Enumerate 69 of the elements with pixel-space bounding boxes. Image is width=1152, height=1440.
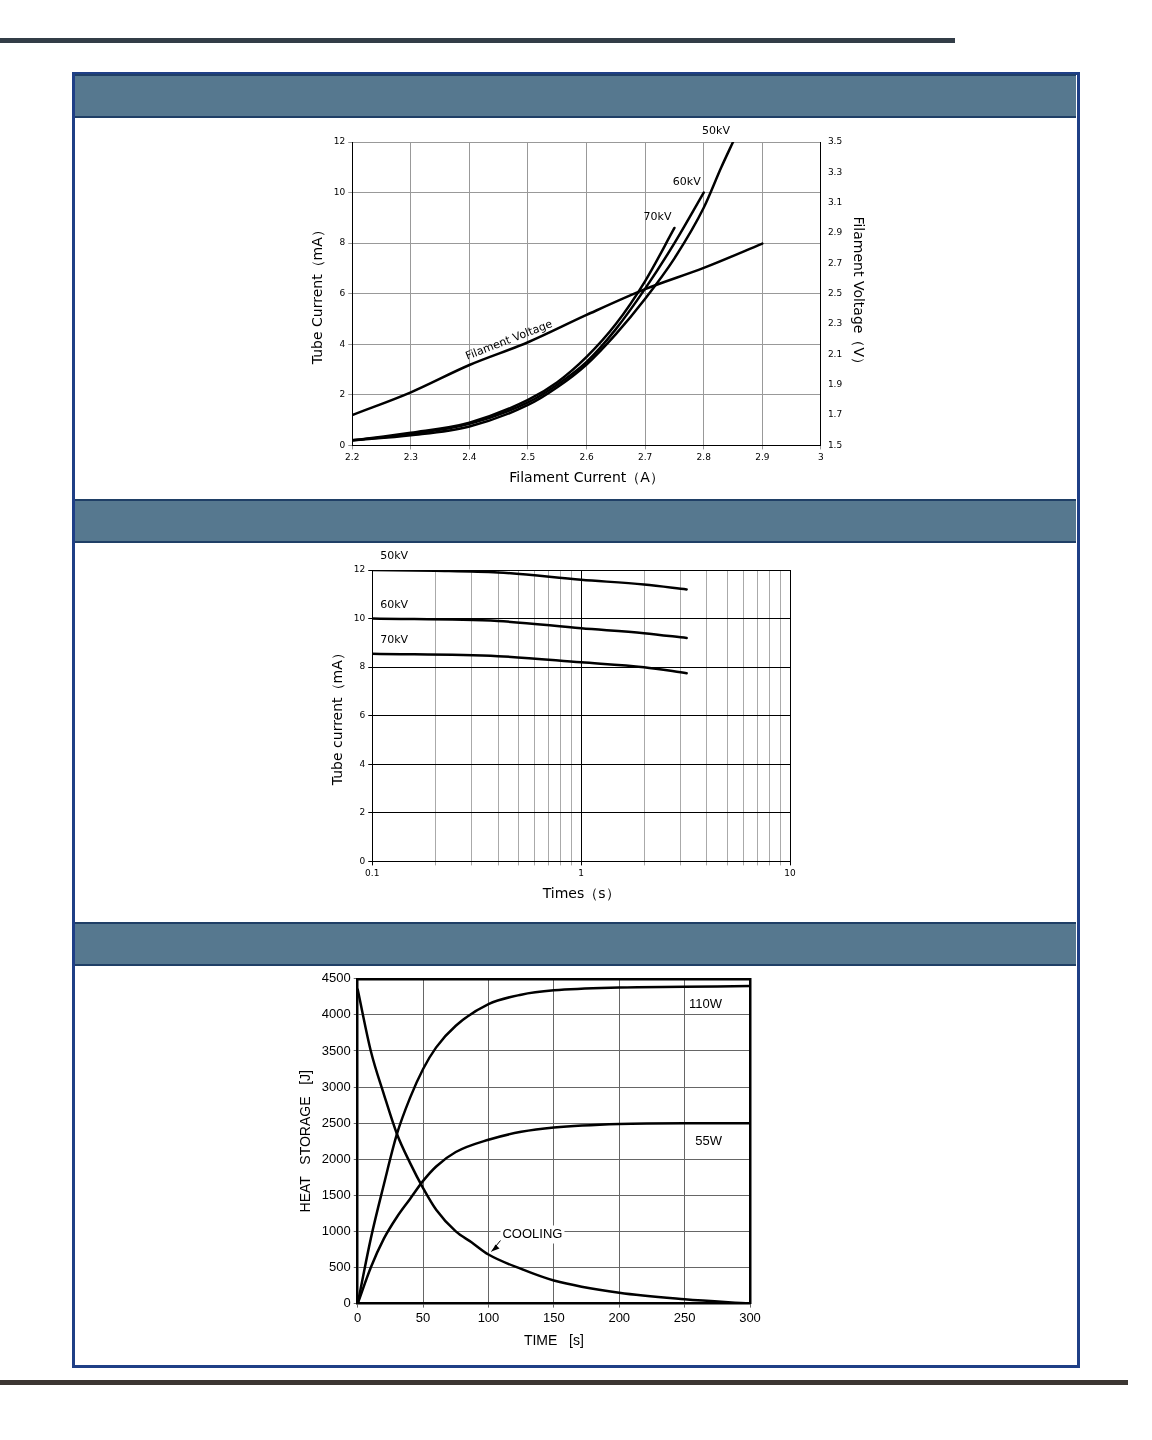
y-tick-label: 4500 [321, 970, 351, 986]
x-tick-label: 10 [784, 868, 796, 879]
y-tick-label: 4 [359, 758, 366, 769]
x-tick-label: 2.3 [403, 452, 418, 463]
y-tick-label: 3000 [321, 1078, 351, 1094]
y2-tick-label: 3.3 [827, 166, 843, 177]
x-tick-label: 300 [739, 1309, 761, 1325]
y-axis-title: Tube Current（mA） [309, 223, 326, 366]
y-tick-label: 2000 [321, 1150, 351, 1166]
series-label: 60kV [672, 174, 702, 188]
y-tick-label: 0 [359, 855, 366, 866]
x-axis-title: Filament Current（A） [509, 469, 664, 486]
y-axis-title: HEAT STORAGE [J] [297, 1070, 314, 1213]
y-tick-label: 500 [329, 1259, 351, 1275]
series-label: 70kV [380, 633, 409, 647]
x-tick-label: 2.4 [462, 452, 477, 463]
series-label: 50kV [380, 549, 409, 563]
y-tick-label: 4000 [321, 1006, 351, 1022]
series-label: 50kV [702, 124, 731, 138]
y2-tick-label: 3.1 [827, 197, 843, 208]
y-tick-label: 8 [359, 661, 366, 672]
series-label: 60kV [380, 597, 409, 611]
y-axis-title: Tube current（mA） [329, 646, 346, 787]
x-tick-label: 2.8 [696, 452, 712, 463]
y-tick-label: 3500 [321, 1042, 351, 1058]
y-tick-label: 8 [339, 237, 346, 248]
y-tick-label: 12 [353, 564, 366, 575]
x-tick-label: 2.7 [637, 452, 653, 463]
y2-tick-label: 2.9 [827, 227, 843, 238]
y-tick-label: 2 [359, 807, 366, 818]
x-axis-title: TIME [s] [523, 1332, 584, 1349]
x-tick-label: 3 [818, 452, 824, 463]
y2-tick-label: 1.7 [827, 409, 843, 420]
y-tick-label: 12 [333, 136, 346, 147]
x-tick-label: 50 [415, 1309, 431, 1325]
y2-tick-label: 3.5 [827, 136, 843, 147]
x-tick-label: 1 [578, 868, 584, 879]
x-tick-label: 100 [477, 1309, 500, 1325]
y2-tick-label: 2.5 [827, 288, 843, 299]
y-tick-label: 6 [339, 288, 346, 299]
y-tick-label: 10 [353, 612, 366, 623]
y2-tick-label: 2.3 [827, 318, 843, 329]
x-tick-label: 250 [673, 1309, 696, 1325]
y-tick-label: 6 [359, 710, 366, 721]
y-tick-label: 2500 [321, 1114, 351, 1130]
x-tick-label: 2.6 [579, 452, 594, 463]
series-label: 110W [689, 996, 723, 1012]
series-label: COOLING [502, 1226, 563, 1242]
y2-tick-label: 1.9 [827, 379, 843, 390]
y2-tick-label: 2.1 [827, 348, 843, 359]
x-tick-label: 150 [543, 1309, 565, 1325]
y-tick-label: 1000 [321, 1223, 351, 1238]
x-tick-label: 0.1 [365, 868, 380, 879]
y-tick-label: 1500 [321, 1186, 351, 1202]
y-tick-label: 4 [339, 338, 346, 349]
y2-tick-label: 2.7 [827, 257, 843, 268]
y2-axis-title: Filament Voltage（V） [850, 216, 867, 371]
y-tick-label: 0 [339, 439, 346, 450]
x-axis-title: Times（s） [541, 885, 620, 902]
x-tick-label: 2.5 [520, 452, 536, 463]
y-tick-label: 0 [343, 1295, 351, 1311]
x-tick-label: 2.2 [345, 452, 360, 463]
series-label: 70kV [643, 210, 672, 224]
y-tick-label: 2 [339, 389, 346, 400]
x-tick-label: 2.9 [755, 452, 770, 463]
series-label: 55W [695, 1133, 723, 1149]
y-tick-label: 10 [333, 186, 346, 197]
y2-tick-label: 1.5 [827, 439, 843, 450]
x-tick-label: 200 [608, 1309, 631, 1325]
